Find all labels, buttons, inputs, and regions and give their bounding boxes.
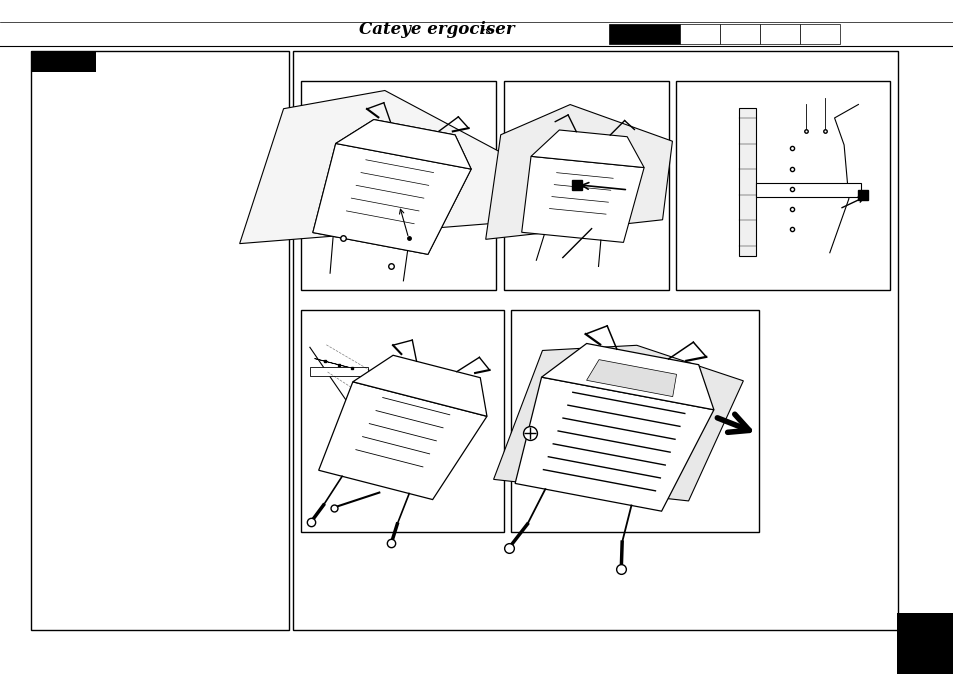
Polygon shape xyxy=(313,144,471,254)
Bar xyxy=(676,81,889,290)
Bar xyxy=(720,24,760,44)
Polygon shape xyxy=(239,90,511,243)
Polygon shape xyxy=(335,119,471,169)
Bar xyxy=(800,24,840,44)
Bar xyxy=(739,108,756,256)
Polygon shape xyxy=(493,345,742,501)
Polygon shape xyxy=(313,144,471,254)
Bar xyxy=(608,24,679,44)
Bar xyxy=(300,310,503,532)
Polygon shape xyxy=(540,384,695,484)
Bar xyxy=(756,183,861,197)
Polygon shape xyxy=(318,381,486,499)
Polygon shape xyxy=(586,360,676,396)
Polygon shape xyxy=(353,355,486,417)
Polygon shape xyxy=(515,377,713,511)
Text: Cateye ergociser: Cateye ergociser xyxy=(358,21,515,38)
Bar xyxy=(310,367,367,376)
Bar xyxy=(31,51,289,630)
FancyArrowPatch shape xyxy=(314,359,362,371)
Bar xyxy=(679,24,720,44)
Bar xyxy=(896,613,953,674)
Bar xyxy=(31,51,96,72)
Polygon shape xyxy=(335,119,471,169)
Polygon shape xyxy=(521,156,643,243)
Polygon shape xyxy=(531,130,643,168)
Bar xyxy=(293,51,897,630)
Polygon shape xyxy=(541,344,713,410)
Bar xyxy=(300,81,496,290)
Bar xyxy=(511,310,759,532)
Bar xyxy=(503,81,668,290)
Polygon shape xyxy=(485,104,672,239)
Bar xyxy=(760,24,800,44)
